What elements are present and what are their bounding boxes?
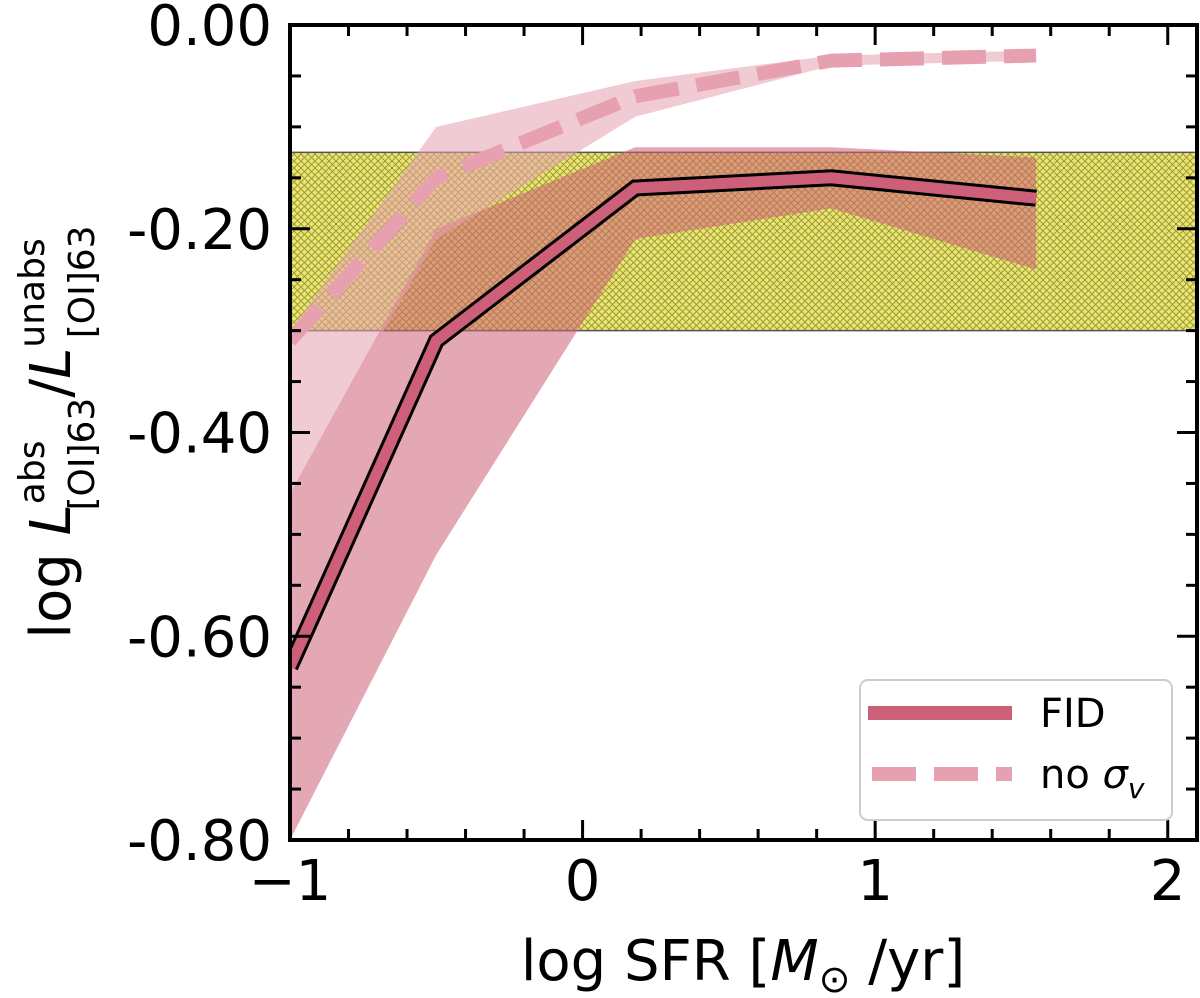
y-tick-label: -0.20: [127, 198, 272, 263]
plot-area: [290, 48, 1197, 840]
x-axis-title: log SFR [M⊙ /yr]: [521, 929, 965, 998]
x-tick-label: 1: [857, 849, 893, 914]
y-axis-title: log Labs [OI]63/Lunabs [OI]63: [12, 225, 103, 638]
legend: FID no σv: [859, 679, 1173, 821]
legend-nosigma-label: no σv: [1040, 752, 1145, 805]
legend-box: [859, 679, 1173, 821]
y-tick-label: -0.60: [127, 605, 272, 670]
series-line-1: [290, 48, 1037, 346]
y-tick-label: -0.40: [127, 402, 272, 467]
x-tick-label: −1: [249, 849, 332, 914]
ticks: −1 0 1 2 -0.80 -0.60 -0.40 -0.20 0.00: [127, 0, 1197, 914]
x-tick-label: 2: [1150, 849, 1186, 914]
x-tick-label: 0: [565, 849, 601, 914]
series-line-0: [290, 172, 1037, 670]
y-tick-label: -0.80: [127, 809, 272, 874]
legend-fid-label: FID: [1040, 691, 1106, 737]
y-tick-label: 0.00: [147, 0, 272, 59]
